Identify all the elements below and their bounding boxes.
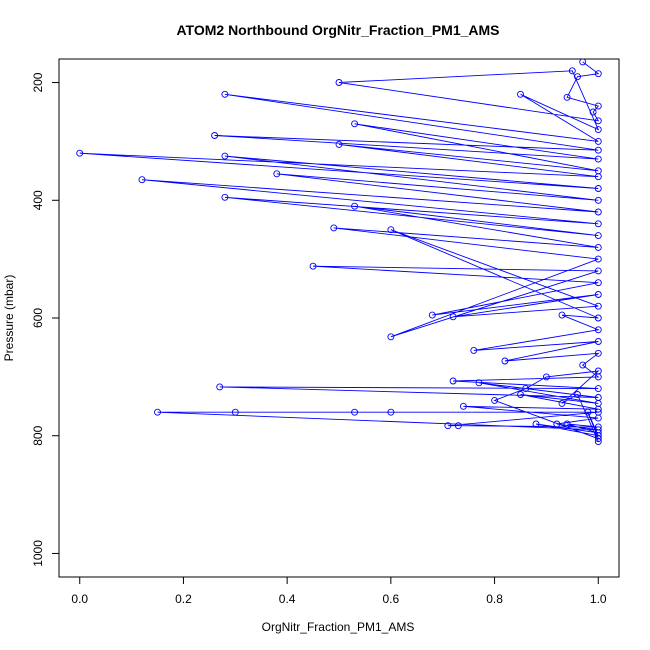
data-point — [594, 185, 602, 192]
y-tick-label: 600 — [31, 308, 45, 328]
x-tick-label: 0.0 — [71, 592, 88, 606]
data-point — [335, 140, 343, 148]
data-series — [76, 59, 602, 446]
data-point — [459, 402, 467, 410]
data-point — [558, 399, 566, 407]
data-point — [594, 196, 602, 204]
y-tick-label: 200 — [31, 72, 45, 92]
y-tick-label: 800 — [31, 425, 45, 445]
data-point — [517, 391, 524, 398]
data-point — [221, 90, 229, 98]
series-line — [79, 61, 600, 442]
data-point — [594, 405, 602, 413]
data-point — [532, 420, 540, 428]
data-point — [594, 279, 602, 287]
data-point — [491, 396, 499, 404]
data-point — [594, 155, 602, 163]
data-point — [449, 377, 457, 385]
data-point — [351, 408, 359, 416]
y-axis: 200 400 600 800 1000 — [31, 72, 60, 567]
data-point — [594, 102, 602, 110]
data-point — [221, 152, 229, 160]
x-tick-label: 0.4 — [279, 592, 296, 606]
data-point — [594, 367, 602, 375]
data-point — [594, 243, 602, 251]
data-point — [351, 120, 359, 128]
data-point — [335, 79, 343, 86]
data-point — [387, 408, 395, 416]
data-point — [594, 338, 602, 345]
data-point — [553, 420, 561, 428]
data-point — [594, 385, 602, 393]
data-point — [563, 93, 571, 101]
data-point — [594, 291, 602, 298]
data-point — [579, 361, 587, 369]
data-point — [594, 255, 602, 263]
data-point — [231, 408, 239, 416]
x-tick-label: 0.2 — [175, 592, 192, 606]
data-point — [387, 333, 395, 341]
data-point — [594, 302, 602, 310]
data-point — [154, 408, 161, 416]
data-point — [558, 311, 566, 319]
data-point — [211, 132, 219, 139]
data-point — [76, 149, 84, 157]
data-point — [594, 435, 602, 443]
data-point — [351, 202, 359, 210]
data-point — [428, 311, 436, 319]
data-point — [221, 193, 229, 201]
data-point — [273, 170, 281, 178]
data-point — [501, 357, 509, 365]
y-axis-label: Pressure (mbar) — [2, 275, 16, 362]
data-point — [594, 220, 602, 228]
data-point — [579, 59, 587, 66]
data-point — [542, 373, 550, 381]
y-tick-label: 1000 — [31, 540, 45, 567]
data-point — [594, 349, 602, 357]
series-0 — [76, 59, 602, 446]
data-point — [589, 108, 597, 116]
data-point — [574, 73, 581, 81]
data-point — [594, 146, 602, 154]
x-tick-label: 1.0 — [590, 592, 607, 606]
data-point — [594, 70, 602, 78]
x-tick-label: 0.8 — [486, 592, 503, 606]
data-point — [216, 383, 224, 391]
data-point — [584, 408, 592, 416]
data-point — [563, 420, 571, 428]
x-axis: 0.0 0.2 0.4 0.6 0.8 1.0 — [71, 576, 607, 606]
data-point — [475, 379, 483, 387]
data-point — [387, 226, 395, 234]
data-point — [594, 126, 602, 134]
data-point — [449, 313, 457, 321]
data-point — [522, 385, 530, 393]
data-point — [594, 408, 602, 416]
data-point — [594, 137, 602, 145]
y-tick-label: 400 — [31, 190, 45, 210]
x-tick-label: 0.6 — [383, 592, 400, 606]
data-point — [594, 117, 602, 125]
data-point — [594, 232, 602, 240]
data-point — [568, 67, 576, 75]
data-point — [594, 438, 602, 446]
plot-frame — [58, 58, 620, 578]
data-point — [309, 262, 317, 270]
data-point — [594, 314, 602, 322]
data-point — [138, 176, 146, 184]
data-point — [594, 326, 602, 334]
data-point — [594, 173, 602, 181]
data-point — [330, 224, 338, 232]
data-point — [470, 346, 478, 354]
data-point — [517, 90, 524, 98]
data-point — [444, 422, 452, 430]
chart-title: ATOM2 Northbound OrgNitr_Fraction_PM1_AM… — [176, 22, 499, 38]
x-axis-label: OrgNitr_Fraction_PM1_AMS — [262, 620, 415, 634]
data-point — [574, 391, 581, 398]
data-point — [454, 422, 462, 430]
data-point — [594, 267, 602, 275]
data-point — [594, 208, 602, 216]
